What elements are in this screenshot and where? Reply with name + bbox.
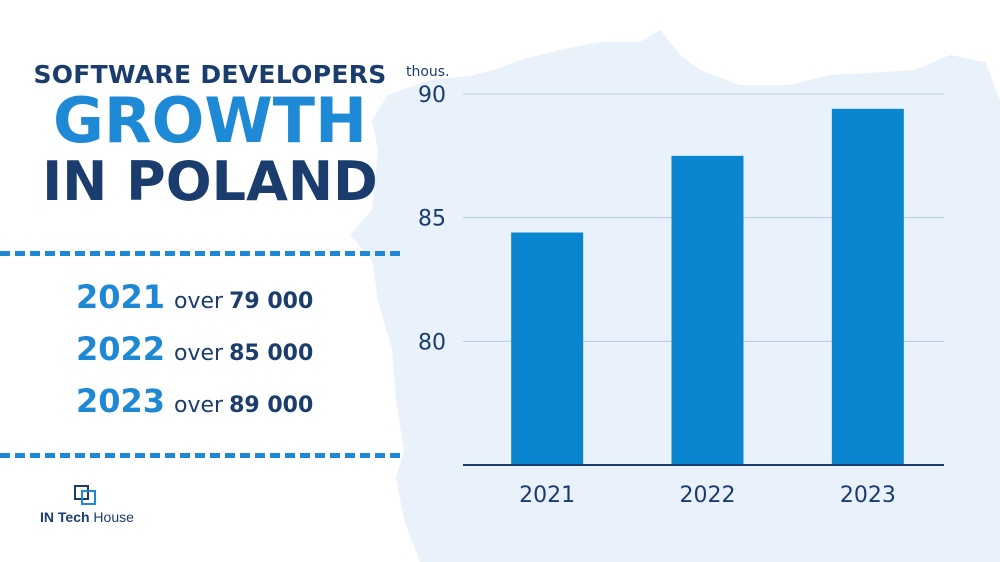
x-tick-label: 2021 <box>519 483 575 508</box>
logo-house: House <box>93 509 134 525</box>
y-tick-label: 90 <box>418 83 446 108</box>
stat-value: 89 000 <box>229 393 314 418</box>
x-tick-label: 2022 <box>680 483 736 508</box>
dashed-divider-bottom <box>0 453 400 458</box>
intechhouse-logo: IN Tech House <box>40 484 134 525</box>
stat-over: over <box>174 393 224 418</box>
stat-row-2023: 2023 over 89 000 <box>76 382 313 434</box>
title-line-in-poland: IN POLAND <box>42 150 378 213</box>
stat-value: 79 000 <box>229 289 314 314</box>
bar-2021 <box>511 232 584 465</box>
title-line-software-developers: SOFTWARE DEVELOPERS <box>33 60 387 89</box>
y-unit-label: thous. <box>406 64 450 80</box>
stats-list: 2021 over 79 000 2022 over 85 000 2023 o… <box>76 278 313 434</box>
stat-over: over <box>174 289 224 314</box>
stat-year: 2021 <box>76 278 166 316</box>
x-tick-label: 2023 <box>840 483 896 508</box>
y-tick-label: 85 <box>418 207 446 232</box>
title-line-growth: GROWTH <box>53 84 367 157</box>
title-block: SOFTWARE DEVELOPERS GROWTH IN POLAND <box>20 60 400 211</box>
brand-squares-icon <box>74 485 96 505</box>
stat-value: 85 000 <box>229 341 314 366</box>
logo-in: IN <box>40 509 54 525</box>
dashed-divider-top <box>0 251 400 256</box>
stat-over: over <box>174 341 224 366</box>
bar-2022 <box>671 155 744 466</box>
logo-wordmark: IN Tech House <box>40 509 134 525</box>
stat-row-2022: 2022 over 85 000 <box>76 330 313 382</box>
stat-row-2021: 2021 over 79 000 <box>76 278 313 330</box>
y-tick-label: 80 <box>418 330 446 355</box>
stat-year: 2023 <box>76 382 166 420</box>
stat-year: 2022 <box>76 330 166 368</box>
logo-tech: Tech <box>57 509 90 525</box>
bar-2023 <box>831 108 904 465</box>
